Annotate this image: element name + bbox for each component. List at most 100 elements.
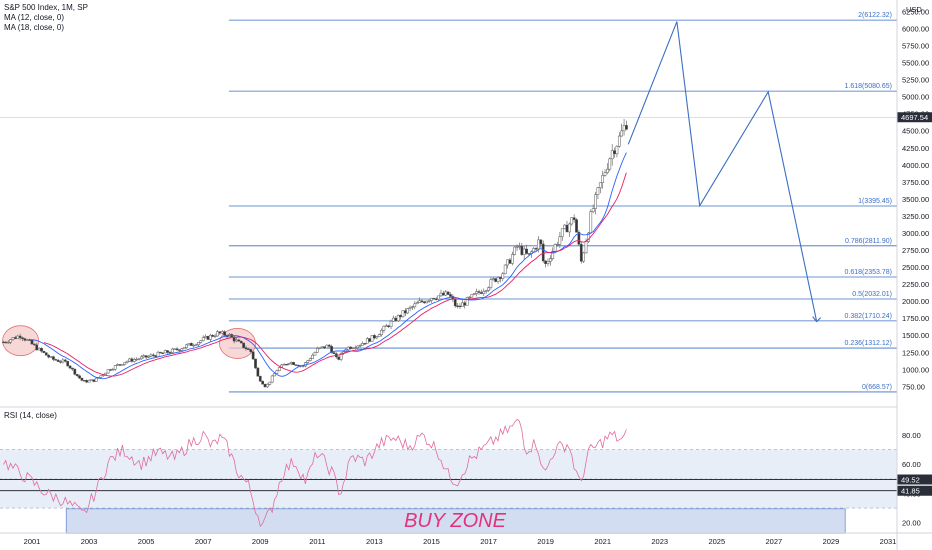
projection-arrowhead [812,316,822,323]
candle-body [323,346,326,349]
candle-body [161,352,165,354]
candle-body [61,359,65,363]
ma12-legend[interactable]: MA (12, close, 0) [4,13,65,22]
candle-body [565,224,569,233]
candle-body [192,344,196,347]
candle-body [35,344,39,351]
candle-body [408,307,412,309]
candle-body [487,287,490,291]
candle-body [506,259,509,266]
candle-body [432,297,436,300]
time-tick-label: 2031 [880,537,897,546]
candle-body [613,150,616,155]
rsi-line [3,418,627,528]
time-tick-label: 2025 [708,537,725,546]
time-tick-label: 2013 [366,537,383,546]
candle-body [315,348,319,353]
candle-body [396,315,400,322]
candle-body [206,336,210,340]
candle-body [522,248,526,255]
candle-body [66,361,70,367]
price-tick-label: 5250.00 [902,76,929,85]
candle-body [135,358,138,361]
candle-body [525,248,528,254]
candle-body [270,375,274,383]
fib-level-label: 1.618(5080.65) [845,83,892,90]
candle-body [582,252,585,262]
candle-body [266,384,269,388]
candle-body [311,354,314,359]
candle-body [182,347,186,350]
main-legend: S&P 500 Index, 1M, SP MA (12, close, 0) … [4,3,88,33]
candle-body [339,353,343,360]
moving-averages [29,152,627,380]
last-price-box [897,112,932,123]
candle-body [140,356,143,360]
candle-body [308,358,312,361]
candle-body [515,246,519,248]
candle-body [75,374,79,377]
candle-body [149,354,153,357]
candle-body [180,348,184,351]
candle-body [121,364,124,366]
price-tick-label: 5000.00 [902,93,929,102]
candle-body [273,373,276,377]
candle-body [496,277,500,282]
candle-body [475,291,478,294]
candle-body [553,244,557,252]
candle-body [413,303,417,307]
price-tick-label: 3250.00 [902,212,929,221]
candle-body [25,339,29,341]
candle-body [330,346,333,353]
candle-body [285,364,288,366]
candle-body [532,248,536,253]
candle-body [99,375,103,378]
candle-body [170,348,174,353]
candle-body [320,346,324,348]
candle-body [499,277,502,279]
rsi-tick-label: 60.00 [902,460,921,469]
candle-body [109,369,112,371]
candle-body [508,259,512,264]
candle-body [589,211,593,234]
candle-body [216,331,219,337]
candle-body [90,379,93,381]
price-tick-label: 1250.00 [902,348,929,357]
candle-body [420,300,424,303]
price-tick-label: 5750.00 [902,41,929,50]
candle-body [87,380,91,383]
price-tick-label: 4500.00 [902,127,929,136]
candle-body [37,347,41,351]
candle-body [472,293,476,295]
candle-body [18,335,22,338]
candle-body [518,246,521,248]
candle-body [617,135,621,147]
candle-body [71,367,74,370]
candle-body [151,354,155,356]
currency-label: USD [906,5,922,14]
candle-body [52,356,55,360]
time-tick-label: 2009 [252,537,269,546]
candle-body [21,337,24,339]
candle-body [608,158,612,170]
candle-body [520,246,524,255]
candle-body [501,273,505,279]
rsi-tick-label: 80.00 [902,431,921,440]
candle-body [289,362,293,364]
candle-body [615,145,619,155]
rsi-title[interactable]: RSI (14, close) [4,411,57,420]
candle-body [389,320,393,328]
time-tick-label: 2027 [766,537,783,546]
buy-zone-box [65,508,846,534]
candle-body [56,359,60,362]
candle-body [111,368,115,371]
ma18-legend[interactable]: MA (18, close, 0) [4,23,65,32]
candle-body [261,380,264,385]
candle-body [480,292,483,294]
symbol-title[interactable]: S&P 500 Index, 1M, SP [4,3,88,12]
candle-body [449,294,452,297]
candle-body [156,351,160,357]
price-tick-label: 2000.00 [902,297,929,306]
candle-body [358,345,362,347]
